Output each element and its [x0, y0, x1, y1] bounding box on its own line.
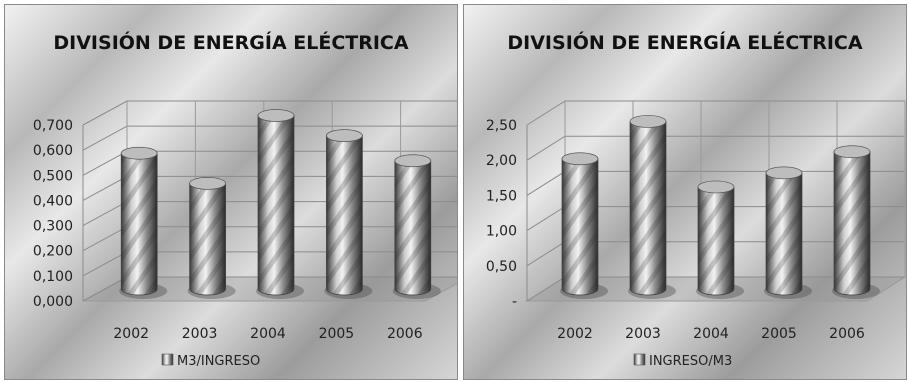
y-tick-label: 2,00: [486, 153, 517, 169]
bar-2006: [392, 154, 441, 299]
x-tick-label: 2003: [182, 326, 218, 342]
gridline: [526, 100, 905, 126]
y-tick-label: 0,300: [33, 219, 73, 235]
x-tick-label: 2002: [113, 326, 149, 342]
x-tick-label: 2004: [693, 326, 729, 342]
chart-ingreso-m3: - 0,50 1,00 1,50 2,00 2,50 2002 2003 2004 2005 20…: [486, 30, 906, 369]
bar-2004: [256, 109, 304, 299]
x-tick-label: 2006: [829, 326, 865, 342]
y-tick-label: 0,100: [33, 269, 73, 285]
legend-label: M3/INGRESO: [177, 354, 260, 369]
y-tick-label: 0,200: [33, 244, 73, 260]
chart-m3-ingreso: 0,000 0,100 0,200 0,300 0,400 0,500 0,600 0,700…: [33, 30, 457, 369]
chart-title: DIVISIÓN DE ENERGÍA ELÉCTRICA: [53, 30, 408, 54]
legend: INGRESO/M3: [633, 353, 732, 369]
bar-2005: [324, 129, 373, 299]
chart-title: DIVISIÓN DE ENERGÍA ELÉCTRICA: [507, 30, 862, 54]
bar-2004: [696, 180, 744, 299]
bar-2006: [832, 145, 880, 299]
y-tick-label: 1,50: [486, 188, 517, 204]
y-tick-label: 0,50: [486, 259, 517, 275]
y-tick-label: 0,400: [33, 193, 73, 209]
legend: M3/INGRESO: [161, 353, 260, 369]
bar-2003: [628, 115, 676, 299]
y-tick-label: 0,600: [33, 143, 73, 159]
x-tick-label: 2004: [250, 326, 286, 342]
x-tick-label: 2003: [625, 326, 661, 342]
chart-panel-ingreso-m3: - 0,50 1,00 1,50 2,00 2,50 2002 2003 2004 2005 20…: [463, 4, 907, 380]
legend-swatch: [633, 353, 646, 366]
bar-2002: [119, 146, 168, 299]
x-tick-label: 2006: [387, 326, 423, 342]
y-tick-label: 0,500: [33, 168, 73, 184]
bar-2005: [764, 166, 812, 299]
y-tick-label: 0,700: [33, 118, 73, 134]
x-tick-label: 2005: [761, 326, 797, 342]
bar-2002: [560, 152, 608, 299]
x-tick-label: 2005: [319, 326, 355, 342]
x-tick-label: 2002: [557, 326, 593, 342]
legend-swatch: [161, 353, 174, 366]
y-tick-label: 0,000: [33, 294, 73, 310]
bar-2003: [187, 177, 236, 299]
chart-panel-m3-ingreso: 0,000 0,100 0,200 0,300 0,400 0,500 0,600 0,700…: [4, 4, 458, 380]
legend-label: INGRESO/M3: [649, 354, 732, 369]
y-tick-label: 1,00: [486, 224, 517, 240]
y-tick-label: -: [512, 294, 517, 310]
y-tick-label: 2,50: [486, 118, 517, 134]
